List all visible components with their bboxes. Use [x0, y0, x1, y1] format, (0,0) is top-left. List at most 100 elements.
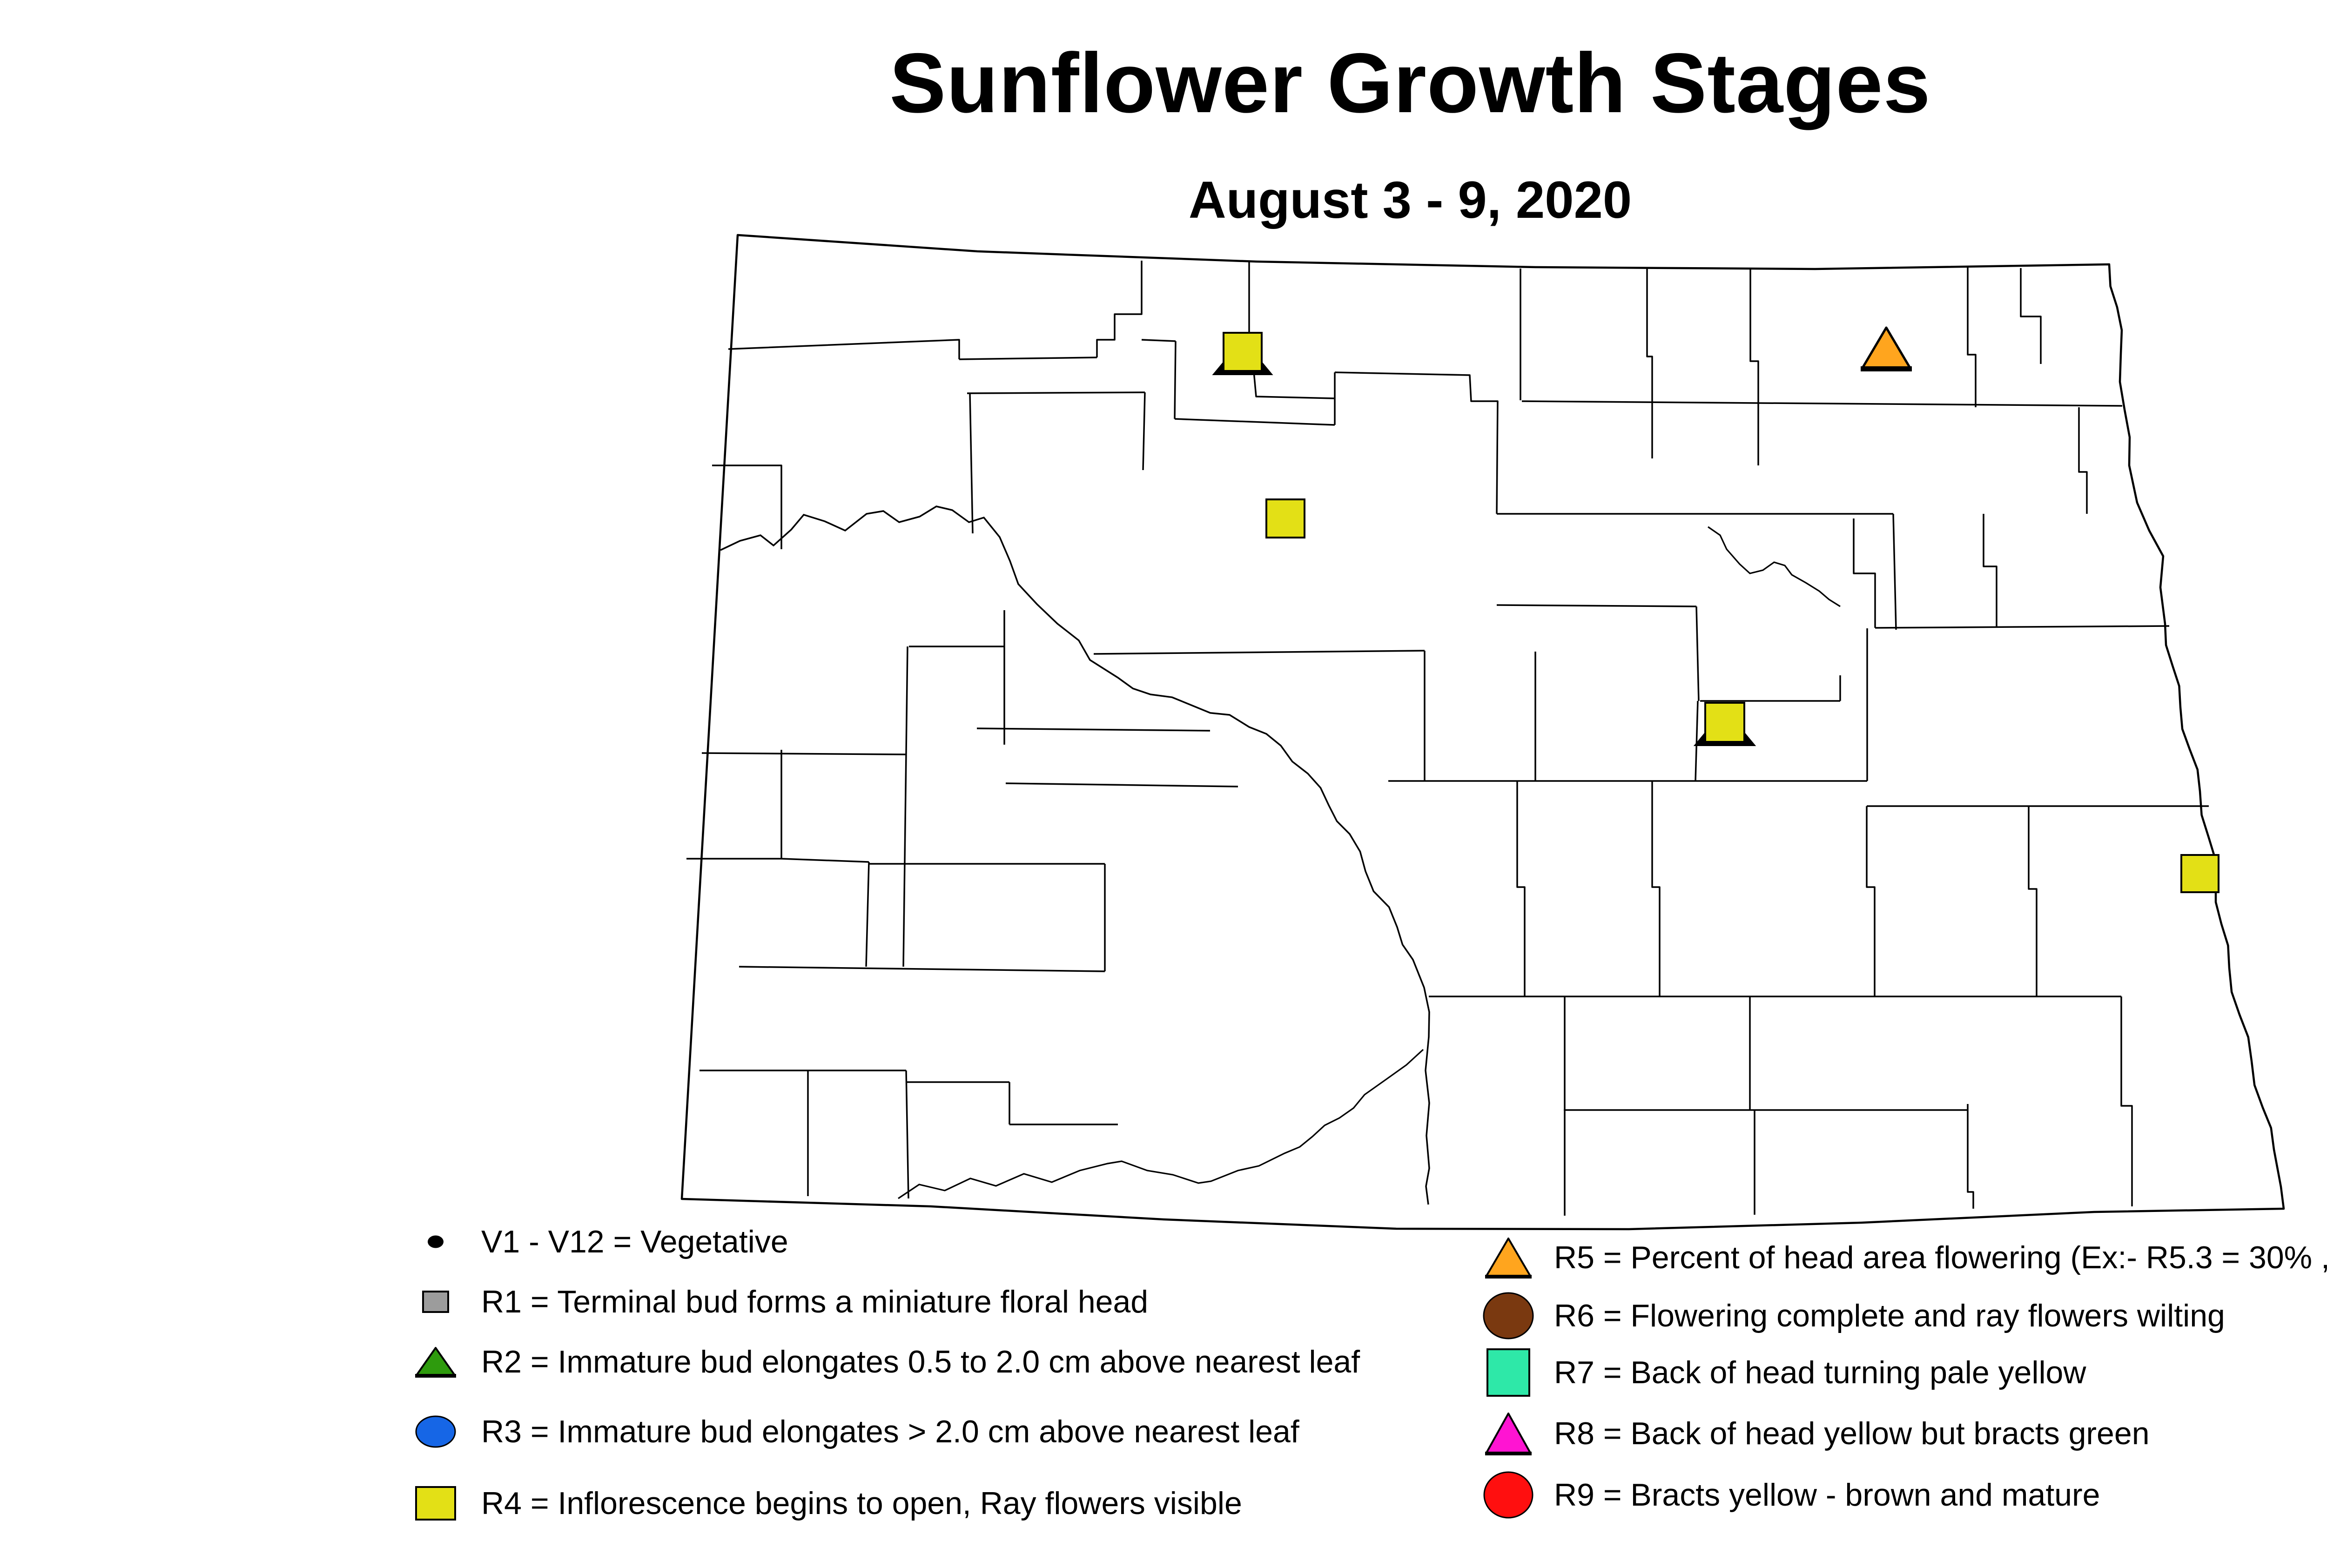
county-line: [1334, 371, 1499, 514]
county-line: [1253, 371, 1335, 399]
square-legend-icon: [422, 1291, 449, 1313]
legend-item-r3: R3 = Immature bud elongates > 2.0 cm abo…: [405, 1401, 1299, 1462]
page-subtitle: August 3 - 9, 2020: [1188, 171, 1632, 229]
legend-icon-cell: [1478, 1227, 1539, 1288]
county-line: [1651, 781, 1661, 996]
county-line: [1496, 604, 1697, 607]
county-line: [1695, 606, 1700, 701]
legend-icon-cell: [405, 1331, 466, 1393]
page-title: Sunflower Growth Stages: [889, 35, 1931, 130]
r2-symbol-base: [415, 1374, 456, 1378]
county-line: [905, 1070, 909, 1199]
legend-item-r6: R6 = Flowering complete and ray flowers …: [1478, 1285, 2225, 1346]
r5-symbol-base: [1485, 1275, 1532, 1279]
county-line: [712, 464, 782, 549]
legend-item-r7: R7 = Back of head turning pale yellow: [1478, 1342, 2086, 1403]
legend-label: R2 = Immature bud elongates 0.5 to 2.0 c…: [481, 1344, 1360, 1380]
county-line: [1983, 514, 1997, 627]
county-line: [781, 858, 869, 863]
county-line: [1967, 1104, 1974, 1209]
county-line: [1521, 400, 2123, 407]
legend-item-r9: R9 = Bracts yellow - brown and mature: [1478, 1464, 2100, 1526]
r3-symbol: [415, 1415, 456, 1448]
county-line: [1749, 268, 1759, 465]
square-legend-icon: [1486, 1348, 1530, 1397]
county-line: [1516, 781, 1526, 996]
rivers-group: [720, 505, 1841, 1205]
r6-symbol: [1483, 1292, 1534, 1339]
triangle-legend-icon: [1485, 1238, 1532, 1279]
legend-label: R9 = Bracts yellow - brown and mature: [1554, 1477, 2100, 1513]
legend-item-r2: R2 = Immature bud elongates 0.5 to 2.0 c…: [405, 1331, 1360, 1393]
r2-symbol: [415, 1347, 456, 1377]
legend-item-v1-v12: V1 - V12 = Vegetative: [405, 1211, 788, 1272]
county-line: [1875, 625, 2170, 629]
county-line: [967, 391, 1145, 394]
legend-item-r8: R8 = Back of head yellow but bracts gree…: [1478, 1403, 2150, 1464]
legend-item-r5: R5 = Percent of head area flowering (Ex:…: [1478, 1227, 2327, 1288]
r8-symbol: [1485, 1413, 1532, 1454]
county-line: [959, 357, 1097, 360]
county-line: [2078, 407, 2088, 514]
county-line: [728, 339, 960, 359]
circle-legend-icon: [1483, 1471, 1533, 1519]
county-line: [1967, 268, 1977, 407]
legend-label: R1 = Terminal bud forms a miniature flor…: [481, 1284, 1149, 1319]
devils-lake-shore: [1708, 526, 1841, 607]
legend-label: R4 = Inflorescence begins to open, Ray f…: [481, 1486, 1242, 1521]
circle-legend-icon: [415, 1415, 456, 1448]
dot-legend-icon: [428, 1235, 444, 1248]
state-outline-group: [680, 234, 2285, 1231]
legend-icon-cell: [1478, 1403, 1539, 1464]
county-line: [1174, 341, 1177, 419]
county-line: [2120, 996, 2133, 1206]
legend-label: R3 = Immature bud elongates > 2.0 cm abo…: [481, 1414, 1299, 1449]
map-marker-square-r4: [2180, 854, 2219, 893]
v1-v12-symbol: [428, 1235, 444, 1248]
r9-symbol: [1483, 1471, 1533, 1519]
county-line: [1853, 518, 1876, 628]
missouri-river: [720, 505, 1430, 1205]
map-marker-square-r4: [1265, 498, 1305, 538]
county-line: [1141, 339, 1176, 342]
legend-icon-cell: [1478, 1342, 1539, 1403]
growth-stage-markers-group: [1212, 326, 2219, 893]
triangle-base: [1861, 366, 1912, 371]
legend-label: V1 - V12 = Vegetative: [481, 1224, 788, 1259]
legend-icon-cell: [405, 1401, 466, 1462]
cannonball-river: [898, 1049, 1424, 1199]
legend-icon-cell: [405, 1473, 466, 1534]
square-legend-icon: [415, 1486, 456, 1521]
county-line: [2028, 806, 2038, 996]
county-line: [739, 966, 1105, 972]
r7-symbol: [1486, 1348, 1530, 1397]
legend-label: R6 = Flowering complete and ray flowers …: [1554, 1298, 2225, 1333]
legend-label: R8 = Back of head yellow but bracts gree…: [1554, 1416, 2150, 1451]
county-line: [976, 727, 1211, 732]
legend-item-r1: R1 = Terminal bud forms a miniature flor…: [405, 1271, 1148, 1332]
county-line: [1093, 650, 1425, 655]
r5-symbol: [1485, 1238, 1532, 1278]
legend-label: R7 = Back of head turning pale yellow: [1554, 1355, 2086, 1390]
map-marker-square-r4: [1704, 702, 1745, 743]
legend-icon-cell: [405, 1271, 466, 1332]
r4-symbol: [415, 1486, 456, 1521]
circle-legend-icon: [1483, 1292, 1534, 1339]
r1-symbol: [422, 1291, 449, 1313]
state-border: [680, 234, 2285, 1231]
triangle-legend-icon: [415, 1347, 456, 1378]
legend-item-r4: R4 = Inflorescence begins to open, Ray f…: [405, 1473, 1242, 1534]
map-marker-square-r4: [1223, 332, 1263, 372]
county-line: [1005, 782, 1238, 787]
county-line: [1646, 268, 1653, 458]
county-line: [1892, 513, 1897, 630]
county-line: [1695, 700, 1699, 781]
county-boundaries-group: [686, 261, 2209, 1216]
legend-label: R5 = Percent of head area flowering (Ex:…: [1554, 1240, 2327, 1275]
r8-symbol-base: [1485, 1452, 1532, 1455]
triangle-legend-icon: [1485, 1413, 1532, 1455]
legend-icon-cell: [405, 1211, 466, 1272]
county-line: [1142, 392, 1146, 471]
legend-icon-cell: [1478, 1464, 1539, 1526]
